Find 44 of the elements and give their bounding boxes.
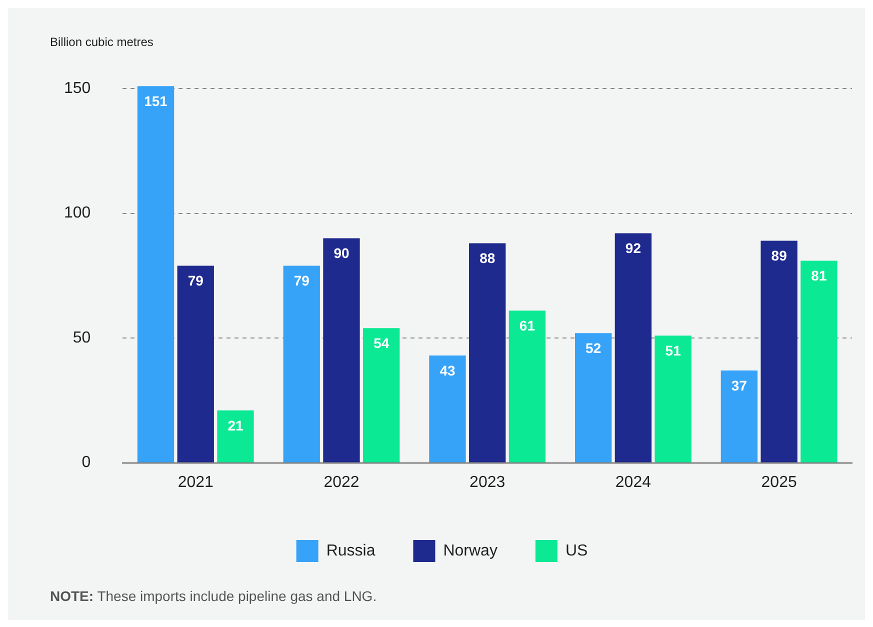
data-label: 52 xyxy=(586,340,602,356)
bar xyxy=(575,333,612,462)
y-tick-label: 150 xyxy=(64,80,91,97)
x-tick-label: 2023 xyxy=(470,474,506,491)
data-label: 21 xyxy=(228,417,244,434)
data-label: 51 xyxy=(665,342,682,358)
y-tick-label: 0 xyxy=(82,454,91,472)
data-label: 54 xyxy=(374,334,390,351)
data-label: 88 xyxy=(480,250,496,266)
y-tick-label: 50 xyxy=(72,329,91,346)
bar xyxy=(469,243,506,462)
data-label: 81 xyxy=(811,268,827,284)
data-label: 79 xyxy=(294,272,310,289)
bar xyxy=(654,336,692,462)
bar xyxy=(720,370,758,462)
data-label: 90 xyxy=(334,245,350,262)
bar xyxy=(508,310,546,462)
legend-label: Russia xyxy=(326,542,376,560)
bar xyxy=(429,356,466,462)
bar xyxy=(137,86,174,462)
x-tick-label: 2025 xyxy=(761,474,797,491)
bar xyxy=(217,410,254,462)
data-label: 151 xyxy=(144,92,168,109)
bar xyxy=(283,266,320,462)
y-tick-label: 100 xyxy=(64,204,91,222)
data-label: 92 xyxy=(625,240,642,256)
text: NOTE: These imports include pipeline gas and LNG. xyxy=(50,588,377,604)
bar xyxy=(760,240,798,462)
x-tick-label: 2024 xyxy=(615,474,652,491)
data-label: 43 xyxy=(440,362,456,378)
data-label: 37 xyxy=(731,377,748,394)
bar xyxy=(323,238,360,462)
bar xyxy=(614,233,652,462)
bar xyxy=(800,260,838,462)
data-label: 61 xyxy=(519,317,536,334)
data-label: 79 xyxy=(188,272,204,289)
legend-label: US xyxy=(565,542,588,560)
x-tick-label: 2022 xyxy=(324,474,360,491)
bar xyxy=(177,266,214,462)
legend-label: Norway xyxy=(443,542,498,560)
y-axis-title: Billion cubic metres xyxy=(50,35,154,49)
data-label: 89 xyxy=(771,248,788,264)
x-tick-label: 2021 xyxy=(178,474,214,491)
bar xyxy=(363,328,400,462)
